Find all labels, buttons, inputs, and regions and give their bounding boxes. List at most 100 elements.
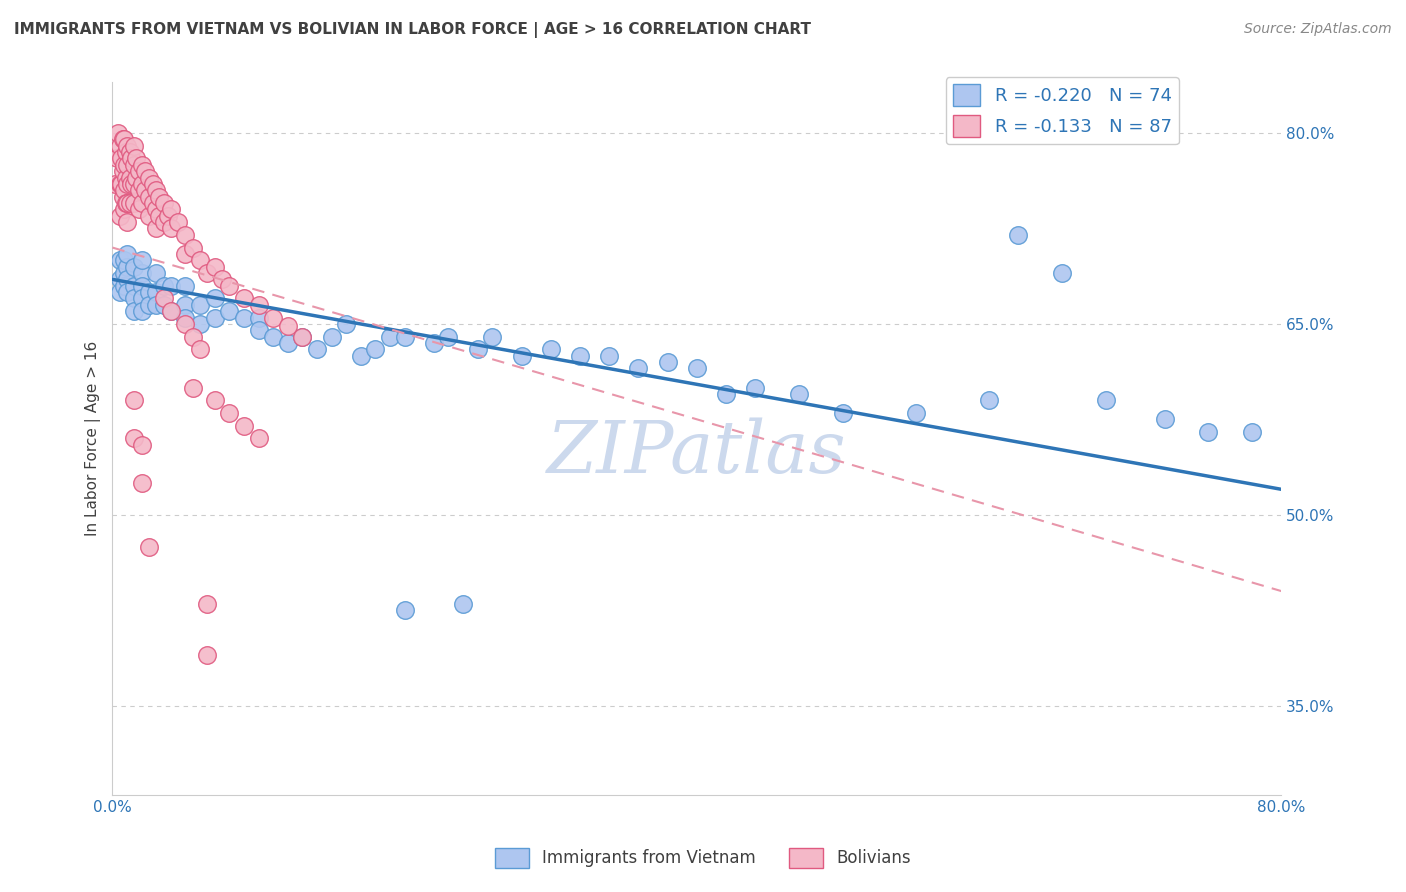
Point [247, 323, 270, 337]
Point [115, 196, 138, 211]
Point [124, 158, 146, 172]
Point [188, 298, 211, 312]
Point [114, 196, 136, 211]
Point [188, 343, 211, 357]
Point [138, 170, 160, 185]
Point [142, 196, 165, 211]
Point [115, 138, 138, 153]
Point [232, 418, 254, 433]
Point [321, 329, 343, 343]
Point [115, 272, 138, 286]
Point [131, 304, 153, 318]
Point [167, 215, 190, 229]
Point [115, 285, 138, 299]
Point [188, 253, 211, 268]
Point [832, 406, 855, 420]
Point [128, 164, 150, 178]
Point [115, 247, 138, 261]
Point [277, 336, 299, 351]
Point [131, 177, 153, 191]
Point [115, 215, 138, 229]
Point [197, 648, 219, 662]
Point [686, 361, 709, 376]
Point [118, 145, 141, 160]
Legend: Immigrants from Vietnam, Bolivians: Immigrants from Vietnam, Bolivians [489, 841, 917, 875]
Point [111, 189, 134, 203]
Point [131, 196, 153, 211]
Point [277, 319, 299, 334]
Point [108, 253, 131, 268]
Point [160, 278, 183, 293]
Legend: R = -0.220   N = 74, R = -0.133   N = 87: R = -0.220 N = 74, R = -0.133 N = 87 [946, 77, 1178, 145]
Point [138, 189, 160, 203]
Point [1050, 266, 1073, 280]
Point [394, 329, 416, 343]
Point [174, 298, 197, 312]
Point [247, 298, 270, 312]
Point [364, 343, 387, 357]
Point [540, 343, 562, 357]
Point [174, 317, 197, 331]
Point [350, 349, 373, 363]
Point [211, 272, 233, 286]
Point [335, 317, 357, 331]
Point [160, 304, 183, 318]
Point [114, 170, 136, 185]
Point [437, 329, 460, 343]
Point [124, 393, 146, 408]
Point [145, 202, 167, 217]
Point [112, 266, 135, 280]
Point [197, 266, 219, 280]
Point [197, 597, 219, 611]
Point [1095, 393, 1118, 408]
Point [160, 202, 183, 217]
Point [232, 310, 254, 325]
Point [152, 298, 174, 312]
Point [598, 349, 620, 363]
Point [152, 215, 174, 229]
Point [112, 158, 135, 172]
Point [124, 260, 146, 274]
Point [232, 292, 254, 306]
Point [204, 260, 226, 274]
Point [134, 164, 156, 178]
Point [148, 189, 170, 203]
Point [111, 164, 134, 178]
Point [174, 310, 197, 325]
Point [131, 278, 153, 293]
Point [204, 393, 226, 408]
Point [124, 138, 146, 153]
Point [145, 298, 167, 312]
Point [145, 183, 167, 197]
Point [262, 329, 284, 343]
Point [174, 247, 197, 261]
Point [131, 158, 153, 172]
Point [120, 152, 142, 166]
Text: IMMIGRANTS FROM VIETNAM VS BOLIVIAN IN LABOR FORCE | AGE > 16 CORRELATION CHART: IMMIGRANTS FROM VIETNAM VS BOLIVIAN IN L… [14, 22, 811, 38]
Point [152, 292, 174, 306]
Point [104, 177, 127, 191]
Point [112, 278, 135, 293]
Point [467, 343, 489, 357]
Point [105, 152, 128, 166]
Point [115, 158, 138, 172]
Point [124, 292, 146, 306]
Point [124, 304, 146, 318]
Point [262, 310, 284, 325]
Point [120, 177, 142, 191]
Point [138, 540, 160, 554]
Point [118, 196, 141, 211]
Point [112, 132, 135, 146]
Point [115, 260, 138, 274]
Point [108, 272, 131, 286]
Point [131, 253, 153, 268]
Point [148, 209, 170, 223]
Point [247, 432, 270, 446]
Point [627, 361, 650, 376]
Point [108, 138, 131, 153]
Point [979, 393, 1001, 408]
Text: Source: ZipAtlas.com: Source: ZipAtlas.com [1244, 22, 1392, 37]
Point [108, 177, 131, 191]
Point [744, 380, 766, 394]
Point [204, 310, 226, 325]
